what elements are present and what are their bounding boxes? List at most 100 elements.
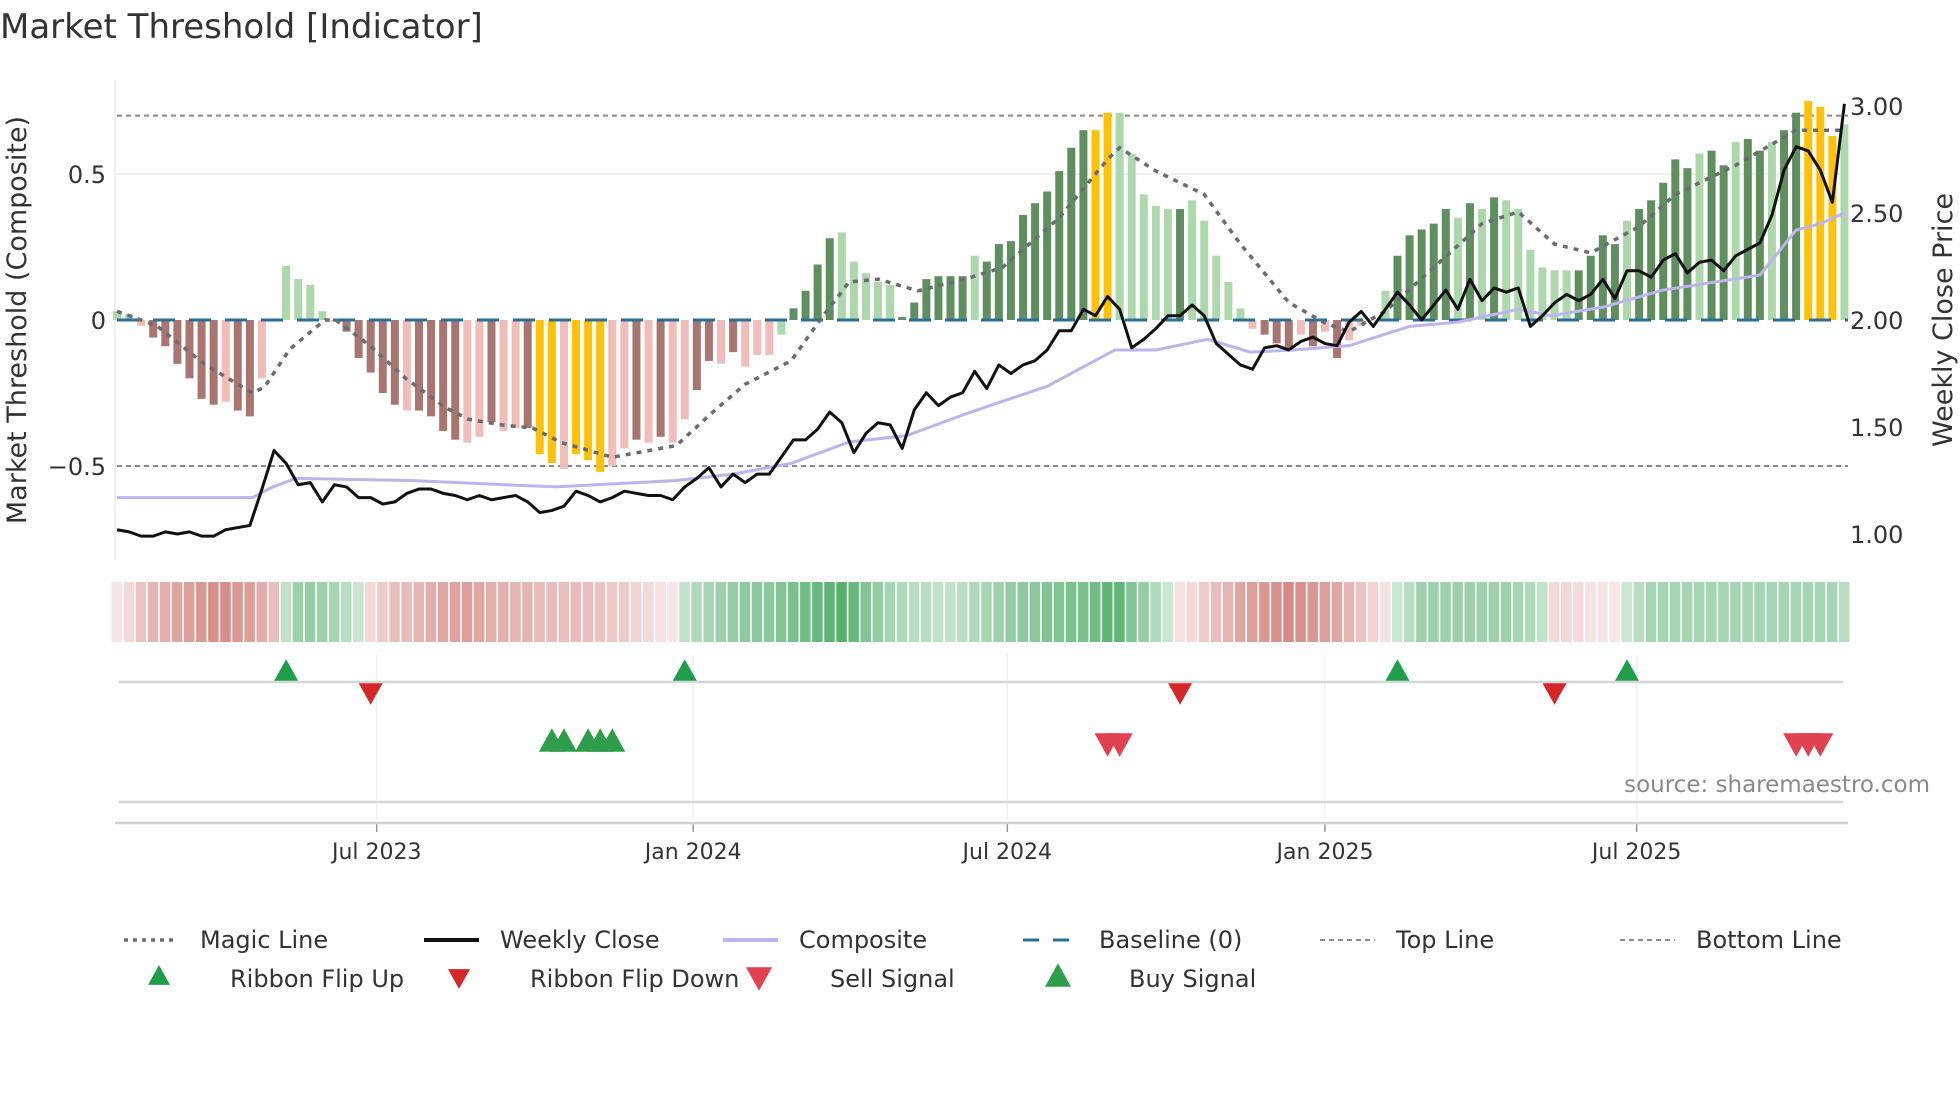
ribbon-cell — [1633, 582, 1645, 642]
histogram-bar — [1610, 244, 1619, 320]
left-axis-label: Market Threshold (Composite) — [2, 116, 33, 524]
ribbon-cell — [1669, 582, 1681, 642]
histogram-bar — [306, 284, 315, 320]
ribbon-cell — [836, 582, 847, 642]
histogram-bar — [1067, 147, 1076, 320]
legend-flip-down-icon — [448, 969, 470, 989]
ribbon-cell — [1826, 582, 1838, 642]
ribbon-cell — [763, 582, 775, 642]
histogram-bar — [1441, 209, 1450, 320]
right-tick-label: 1.00 — [1850, 521, 1903, 549]
ribbon-cell — [1259, 582, 1270, 642]
histogram-bar — [1647, 200, 1656, 320]
histogram-bar — [1598, 235, 1607, 320]
ribbon-cell — [1005, 582, 1016, 642]
ribbon-cell — [1536, 582, 1548, 642]
histogram-bar — [994, 244, 1003, 320]
ribbon-cell — [1065, 582, 1077, 642]
histogram-bar — [282, 265, 291, 320]
histogram-bar — [1393, 255, 1402, 320]
histogram-bar — [692, 320, 701, 391]
ribbon-cell — [908, 582, 920, 642]
histogram-bar — [342, 320, 351, 332]
ribbon-cell — [1778, 582, 1790, 642]
histogram-bar — [572, 320, 581, 455]
right-tick-label: 2.50 — [1850, 200, 1903, 228]
histogram-bar — [1574, 270, 1583, 320]
ribbon-cell — [582, 582, 594, 642]
histogram-bar — [1780, 130, 1789, 320]
histogram-bar — [535, 320, 544, 455]
histogram-bar — [656, 320, 665, 437]
ribbon-cell — [812, 582, 823, 642]
ribbon-cell — [570, 582, 582, 642]
ribbon-cell — [365, 582, 376, 642]
ribbon-cell — [1754, 582, 1765, 642]
left-tick-label: −0.5 — [48, 453, 106, 481]
right-tick-label: 3.00 — [1850, 93, 1903, 121]
histogram-bar — [729, 320, 738, 353]
histogram-bar — [1103, 112, 1112, 321]
ribbon-cell — [1585, 582, 1596, 642]
histogram-bar — [1296, 320, 1305, 335]
histogram-bar — [1031, 203, 1040, 320]
ribbon-cell — [860, 582, 871, 642]
ribbon-cell — [1343, 582, 1355, 642]
histogram-bar — [825, 238, 834, 320]
ribbon-cell — [316, 582, 328, 642]
histogram-bar — [1767, 141, 1776, 320]
ribbon-cell — [727, 582, 739, 642]
histogram-bar — [1635, 209, 1644, 320]
histogram-bar — [680, 320, 689, 420]
ribbon-cell — [280, 582, 292, 642]
ribbon-cell — [1138, 582, 1149, 642]
axes: Market Threshold (Composite) Weekly Clos… — [2, 93, 1959, 549]
ribbon-cell — [449, 582, 461, 642]
histogram-bar — [294, 279, 303, 320]
ribbon-cell — [147, 582, 159, 642]
legend-label: Magic Line — [200, 926, 328, 954]
histogram-bar — [1151, 206, 1160, 320]
ribbon-cell — [1029, 582, 1041, 642]
histogram-bar — [1333, 320, 1342, 358]
ribbon-cell — [1017, 582, 1028, 642]
ribbon-cell — [606, 582, 618, 642]
histogram-bar — [813, 264, 822, 320]
ribbon-cell — [1597, 582, 1608, 642]
histogram-bar — [934, 276, 943, 320]
histogram-bar — [1115, 112, 1124, 321]
ribbon-cell — [1476, 582, 1488, 642]
ribbon-cell — [775, 582, 787, 642]
ribbon-cell — [401, 582, 412, 642]
ribbon-cell — [1150, 582, 1161, 642]
ribbon-cell — [1693, 582, 1705, 642]
legend-label: Baseline (0) — [1099, 926, 1242, 954]
ribbon-cell — [1657, 582, 1669, 642]
ribbon-cell — [244, 582, 255, 642]
ribbon-cell — [630, 582, 642, 642]
ribbon-cell — [1440, 582, 1451, 642]
legend-flip-up-icon — [148, 965, 170, 985]
ribbon-cell — [1621, 582, 1632, 642]
histogram-bar — [861, 273, 870, 320]
histogram-bar — [946, 276, 955, 320]
histogram-bar — [1176, 209, 1185, 320]
ribbon-cell — [679, 582, 690, 642]
histogram-bars — [113, 101, 1849, 472]
ribbon-cell — [437, 582, 449, 642]
histogram-bar — [1490, 197, 1499, 320]
legend-label: Ribbon Flip Down — [530, 965, 739, 993]
histogram-bar — [970, 255, 979, 320]
ribbon-cell — [1077, 582, 1089, 642]
histogram-bar — [1381, 290, 1390, 320]
histogram-bar — [1707, 150, 1716, 320]
histogram-bar — [439, 320, 448, 431]
ribbon-cell — [498, 582, 509, 642]
buy-signal-marker — [599, 728, 626, 752]
histogram-bar — [1212, 255, 1221, 320]
ribbon-cell — [1331, 582, 1343, 642]
ribbon-cell — [1162, 582, 1173, 642]
histogram-bar — [463, 320, 472, 443]
ribbon-cell — [1367, 582, 1379, 642]
histogram-bar — [1828, 136, 1837, 320]
